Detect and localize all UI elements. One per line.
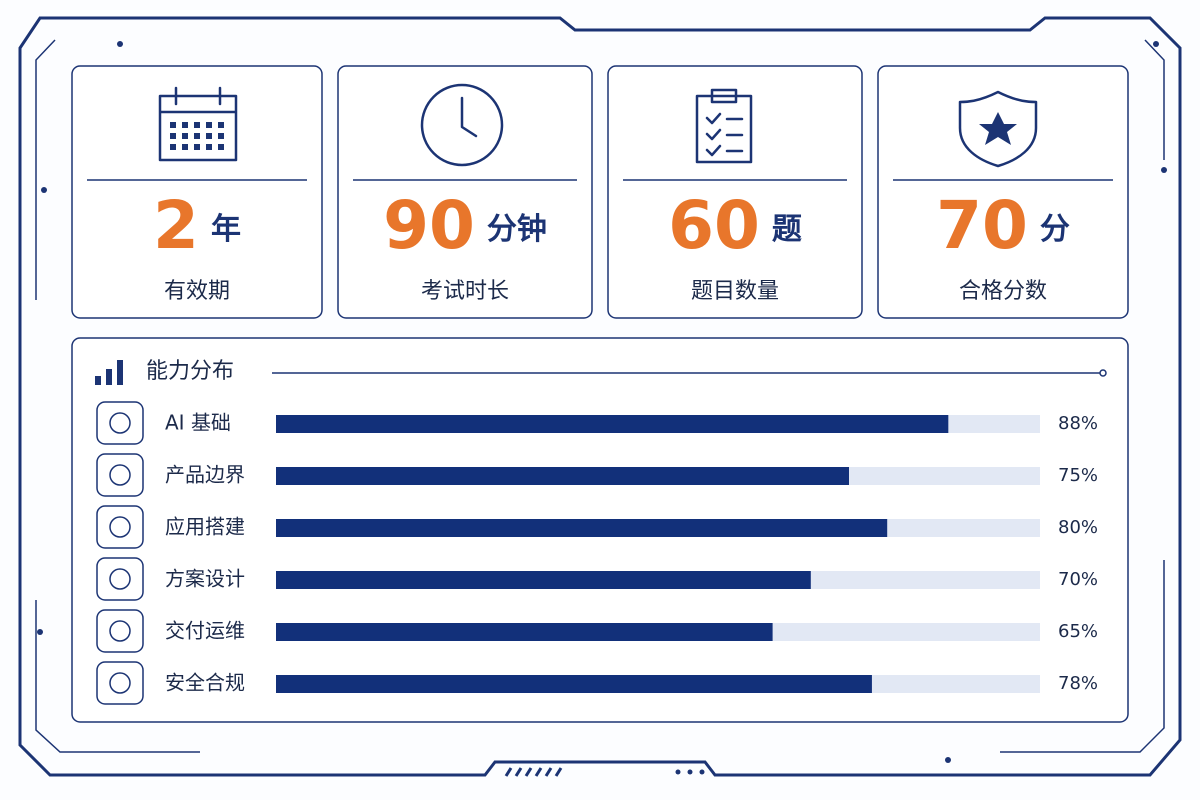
ability-label: AI 基础 [165, 411, 231, 435]
calendar-cell [194, 122, 200, 128]
ability-label: 方案设计 [165, 567, 245, 591]
stat-card [877, 65, 1129, 319]
stat-value: 90 [383, 187, 475, 264]
ability-icon [109, 464, 131, 486]
stat-value-line: 60 题 [668, 187, 802, 264]
bar [276, 467, 849, 485]
frame-dots [37, 41, 1167, 775]
stat-unit: 年 [211, 212, 241, 247]
stat-value-line: 70 分 [936, 187, 1070, 264]
stat-unit: 分钟 [487, 212, 547, 247]
ability-icon [109, 620, 131, 642]
calendar-cell [182, 133, 188, 139]
ability-label: 交付运维 [165, 619, 245, 643]
panel-title: 能力分布 [146, 359, 234, 384]
calendar-cell [182, 144, 188, 150]
outer-frame [18, 16, 1182, 777]
calendar-cell [182, 122, 188, 128]
calendar-cell [170, 122, 176, 128]
ability-label: 产品边界 [165, 463, 245, 487]
rule-dot [1099, 369, 1107, 377]
stat-value: 60 [668, 187, 760, 264]
value-label: 80% [1058, 517, 1098, 538]
ability-icon-box [96, 557, 144, 601]
stat-value: 2 [153, 187, 199, 264]
stat-icon [695, 88, 753, 164]
ability-icon [109, 568, 131, 590]
inner-frame [35, 39, 1165, 753]
stat-card [71, 65, 323, 319]
bar [276, 519, 888, 537]
bar [276, 675, 872, 693]
stat-icon [158, 86, 238, 162]
stat-unit: 分 [1040, 212, 1070, 247]
stat-unit: 题 [772, 212, 802, 247]
ability-icon-box [96, 661, 144, 705]
calendar-cell [170, 133, 176, 139]
stat-card [337, 65, 593, 319]
bar [276, 571, 811, 589]
ability-icon-box [96, 401, 144, 445]
value-label: 70% [1058, 569, 1098, 590]
bar [276, 415, 949, 433]
stat-label: 合格分数 [959, 279, 1047, 304]
ability-label: 应用搭建 [165, 515, 245, 539]
bar [276, 623, 773, 641]
ability-icon [109, 412, 131, 434]
value-label: 88% [1058, 413, 1098, 434]
stat-label: 题目数量 [691, 279, 779, 304]
ability-icon-box [96, 505, 144, 549]
value-label: 65% [1058, 621, 1098, 642]
ability-label: 安全合规 [165, 671, 245, 695]
calendar-cell [194, 144, 200, 150]
calendar-cell [218, 144, 224, 150]
stat-value-line: 90 分钟 [383, 187, 547, 264]
stat-value: 70 [936, 187, 1028, 264]
frame-stripes [504, 767, 563, 777]
stat-label: 考试时长 [421, 279, 509, 304]
calendar-cell [194, 133, 200, 139]
value-label: 78% [1058, 673, 1098, 694]
stat-icon [958, 90, 1038, 168]
calendar-cell [206, 122, 212, 128]
star [979, 112, 1017, 145]
calendar-cell [206, 133, 212, 139]
chart-icon [95, 360, 123, 385]
calendar-cell [206, 144, 212, 150]
stat-icon [420, 83, 504, 167]
stat-card [607, 65, 863, 319]
ability-icon [109, 672, 131, 694]
stat-label: 有效期 [164, 279, 230, 304]
calendar-cell [170, 144, 176, 150]
ability-icon-box [96, 453, 144, 497]
calendar-cell [218, 122, 224, 128]
ability-icon [109, 516, 131, 538]
ability-icon-box [96, 609, 144, 653]
value-label: 75% [1058, 465, 1098, 486]
calendar-cell [218, 133, 224, 139]
